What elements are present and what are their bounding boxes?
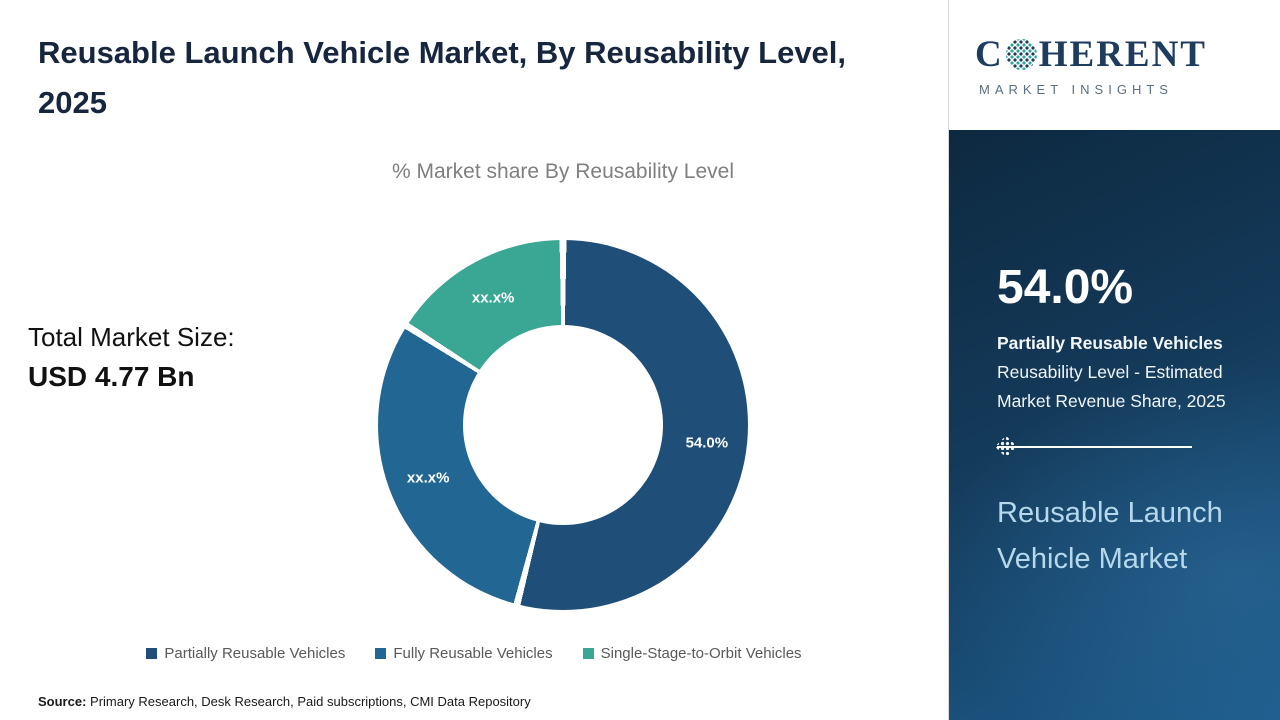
diamond-dots-icon — [995, 435, 1017, 458]
donut-label-0: 54.0% — [685, 434, 729, 452]
highlight-stat-value: 54.0% — [997, 261, 1134, 314]
chart-legend: Partially Reusable Vehicles Fully Reusabl… — [0, 645, 948, 662]
right-sidebar: C HERENT MARKET INSIGHTS 54.0% Partially … — [948, 0, 1280, 720]
legend-swatch-2 — [582, 648, 594, 659]
brand-logo-word: C HERENT — [975, 33, 1280, 76]
chart-subtitle: % Market share By Reusability Level — [392, 160, 734, 183]
legend-swatch-1 — [375, 648, 387, 659]
total-market-size-value: USD 4.77 Bn — [28, 361, 195, 392]
brand-logo-subtitle: MARKET INSIGHTS — [979, 82, 1173, 97]
total-market-size-block: Total Market Size: USD 4.77 Bn — [28, 322, 235, 393]
legend-item-2: Single-Stage-to-Orbit Vehicles — [582, 645, 802, 662]
donut-chart: 54.0% xx.x% xx.x% — [378, 240, 748, 610]
legend-swatch-0 — [146, 648, 158, 659]
total-market-size-label: Total Market Size: — [28, 322, 235, 352]
logo-letter-c: C — [975, 34, 1004, 75]
source-label: Source: — [38, 694, 87, 709]
source-text: Primary Research, Desk Research, Paid su… — [86, 694, 531, 709]
donut-label-1: xx.x% — [406, 469, 450, 487]
page-title: Reusable Launch Vehicle Market, By Reusa… — [38, 35, 847, 120]
legend-label-1: Fully Reusable Vehicles — [393, 645, 553, 662]
highlight-stat-segment: Partially Reusable Vehicles — [997, 333, 1223, 353]
panel-divider — [995, 435, 1192, 458]
source-line: Source: Primary Research, Desk Research,… — [38, 694, 531, 709]
donut-hole — [463, 325, 663, 525]
highlight-stat-text: Partially Reusable Vehicles Reusability … — [997, 329, 1249, 416]
donut-label-2: xx.x% — [471, 289, 515, 307]
globe-icon — [1005, 39, 1037, 70]
legend-item-0: Partially Reusable Vehicles — [146, 645, 345, 662]
legend-label-2: Single-Stage-to-Orbit Vehicles — [600, 645, 802, 662]
highlight-panel: 54.0% Partially Reusable Vehicles Reusab… — [949, 130, 1280, 720]
legend-label-0: Partially Reusable Vehicles — [164, 645, 346, 662]
legend-item-1: Fully Reusable Vehicles — [375, 645, 553, 662]
market-name: Reusable Launch Vehicle Market — [997, 496, 1223, 576]
logo-word-rest: HERENT — [1038, 34, 1207, 75]
highlight-stat-description: Reusability Level - Estimated Market Rev… — [997, 361, 1226, 411]
brand-logo: C HERENT MARKET INSIGHTS — [949, 0, 1280, 130]
main-chart-area: Reusable Launch Vehicle Market, By Reusa… — [0, 35, 948, 709]
